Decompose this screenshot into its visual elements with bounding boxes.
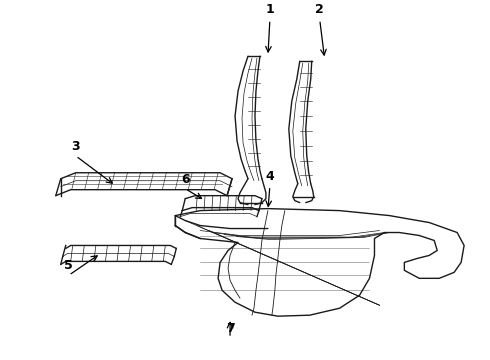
Text: 3: 3 bbox=[72, 140, 80, 153]
Text: 4: 4 bbox=[266, 170, 274, 183]
Text: 7: 7 bbox=[226, 322, 234, 335]
Text: 6: 6 bbox=[181, 173, 190, 186]
Text: 2: 2 bbox=[316, 3, 324, 17]
Text: 1: 1 bbox=[266, 3, 274, 17]
Text: 5: 5 bbox=[64, 259, 73, 273]
